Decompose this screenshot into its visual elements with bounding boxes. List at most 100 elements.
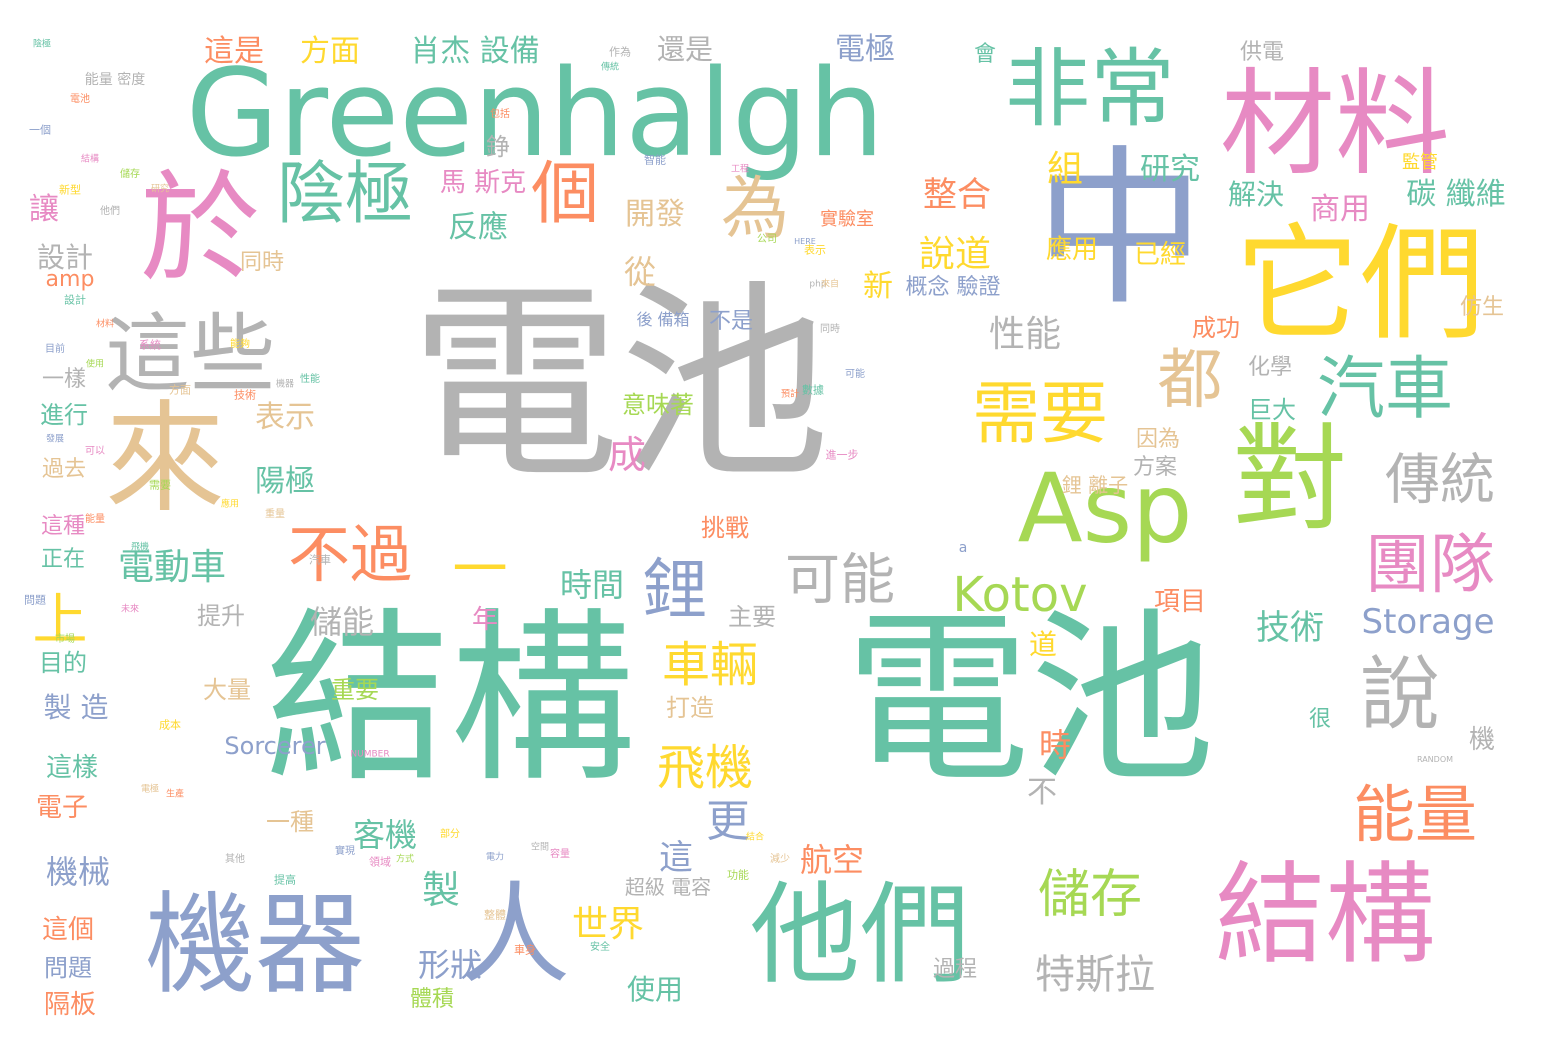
cloud-word: 打造 [666,694,714,722]
cloud-word-tiny: 預計 [780,389,800,400]
cloud-word: 錚 [486,133,510,161]
cloud-word: 於 [140,160,260,299]
cloud-word: 他們 [750,871,970,999]
cloud-word: 馬 斯克 [439,168,527,198]
cloud-word: 提升 [197,602,245,630]
cloud-word-tiny: 市場 [55,634,75,645]
cloud-word: php [809,279,827,290]
cloud-word: 飛機 [656,740,754,796]
cloud-word-tiny: 減少 [770,854,790,865]
cloud-word: 特斯拉 [1035,952,1155,998]
cloud-word: Kotov [952,567,1088,623]
cloud-word: 意味著 [622,391,694,419]
cloud-word: 都 [1157,342,1223,418]
cloud-word: 世界 [571,904,645,945]
cloud-word: 可能 [784,547,896,612]
cloud-word: 結構 [265,591,635,808]
cloud-word: 性能 [988,314,1062,355]
cloud-word-tiny: 能量 [85,514,105,525]
cloud-word-tiny: 數據 [802,383,824,397]
cloud-word: 這種 [40,514,86,539]
cloud-word: 一樣 [41,367,87,392]
cloud-word: 來 [105,390,225,529]
cloud-word: 巨大 [1248,396,1296,424]
cloud-word-tiny: 材料 [95,319,115,330]
cloud-word: 進行 [40,401,88,429]
cloud-word-tiny: 車身 [514,943,536,957]
cloud-word: 陰極 [276,155,414,234]
cloud-word: 還是 [656,33,714,66]
cloud-word-tiny: 容量 [550,849,570,860]
cloud-word: 主要 [728,603,776,631]
cloud-word-tiny: 可能 [845,369,865,380]
cloud-word-tiny: 可以 [85,446,105,457]
cloud-word: 新 [863,269,893,304]
cloud-word: 從 [623,253,657,291]
cloud-word-tiny: 傳統 [600,62,620,73]
cloud-word: 研究 [1140,152,1200,187]
cloud-word: 鋰 [642,552,708,628]
cloud-word-tiny: 應用 [220,499,240,510]
cloud-word: 材料 [1219,57,1451,192]
cloud-word: 重要 [331,676,379,704]
cloud-word-tiny: 他們 [100,206,120,217]
cloud-word: 電池 [409,262,831,507]
cloud-word: 機 [1468,725,1496,755]
cloud-word: 解決 [1227,178,1285,211]
cloud-word-tiny: 空間 [530,842,550,853]
cloud-word: 實驗室 [820,209,874,230]
cloud-word: 鋰 離子 [1061,473,1129,497]
cloud-word: 不過 [287,518,413,591]
cloud-word: 供電 [1239,40,1285,65]
cloud-word: 說 [1360,648,1440,741]
cloud-word: 不 [1027,775,1057,810]
cloud-word-tiny: 未來 [120,604,140,615]
cloud-word: 方面 [300,34,360,69]
cloud-word: 挑戰 [701,514,749,542]
cloud-word: 電動車 [117,547,227,588]
cloud-word: 一 [452,537,508,602]
cloud-word-tiny: 結構 [80,154,100,165]
cloud-word-tiny: 功能 [727,868,749,882]
cloud-word-tiny: 實現 [335,846,355,857]
cloud-word-tiny: 方式 [395,854,415,865]
cloud-word-tiny: 整體 [484,908,506,922]
cloud-word: 設計 [36,241,94,274]
cloud-word-tiny: 安全 [590,942,610,953]
cloud-word: 讓 [29,192,59,227]
cloud-word: 機械 [45,853,111,891]
cloud-word: 應用 [1045,235,1099,265]
cloud-word: 碳 纖維 [1406,177,1506,212]
cloud-word-tiny: 研究 [150,184,170,195]
cloud-word: 組 [1046,149,1084,190]
cloud-word: 概念 驗證 [905,275,1001,300]
cloud-word: 對 [1232,412,1348,547]
cloud-word: RANDOM [1416,755,1454,764]
cloud-word-tiny: 問題 [24,593,46,607]
cloud-word: Storage [1361,602,1495,642]
cloud-word: 陽極 [255,464,315,499]
cloud-word: 監管 [1402,152,1438,173]
cloud-word-tiny: 包括 [490,109,510,120]
cloud-word: 儲能 [309,603,375,641]
cloud-word-tiny: 來自 [820,279,840,290]
cloud-word: 電極 [835,32,895,67]
cloud-word-tiny: 設計 [64,293,86,307]
cloud-word: 個 [530,155,600,234]
cloud-word: 會 [973,42,997,67]
cloud-word: 過去 [41,457,87,482]
cloud-word: 這些 [104,305,276,405]
cloud-word: 製 [421,868,461,912]
cloud-word: 問題 [44,954,92,982]
cloud-word: 道 [1028,628,1058,661]
cloud-word: 很 [1308,707,1332,732]
cloud-word: 隔板 [43,990,97,1020]
cloud-word: 整合 [923,175,991,215]
cloud-word: 時間 [559,566,625,604]
cloud-word-tiny: 性能 [300,374,320,385]
cloud-word-tiny: 技術 [234,388,256,402]
cloud-word: 這是 [204,34,264,69]
cloud-word: 一種 [266,808,314,836]
cloud-word: 超級 電容 [624,875,712,899]
cloud-word: 不是 [708,309,754,334]
